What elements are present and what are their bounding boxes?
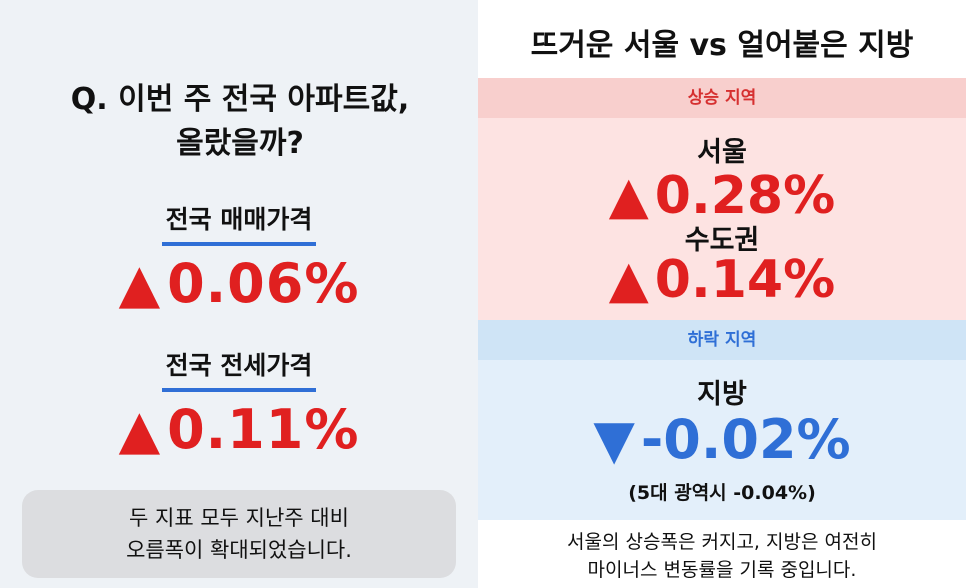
sale-price-label: 전국 매매가격 (0, 200, 478, 246)
up-arrow-icon: ▲ (608, 250, 649, 310)
footer-line-2: 마이너스 변동률을 기록 중입니다. (587, 559, 857, 581)
seoul-number: 0.28% (654, 166, 836, 226)
falling-regions-section: 하락 지역 지방 ▼ -0.02% (5대 광역시 -0.04%) (478, 320, 966, 520)
footer-note: 서울의 상승폭은 커지고, 지방은 여전히 마이너스 변동률을 기록 중입니다. (478, 528, 966, 584)
down-arrow-icon: ▼ (593, 408, 635, 471)
provinces-value: ▼ -0.02% (478, 408, 966, 471)
falling-regions-header: 하락 지역 (478, 320, 966, 360)
seoul-value: ▲ 0.28% (478, 166, 966, 226)
metro-cities-note: (5대 광역시 -0.04%) (628, 482, 816, 504)
capital-area-label: 수도권 (684, 225, 760, 256)
sale-price-number: 0.06% (167, 252, 360, 315)
up-arrow-icon: ▲ (118, 252, 162, 315)
up-arrow-icon: ▲ (118, 398, 162, 461)
seoul-label: 서울 (697, 137, 747, 168)
national-price-panel: Q. 이번 주 전국 아파트값, 올랐을까? 전국 매매가격 ▲ 0.06% 전국… (0, 0, 478, 588)
jeonse-price-value: ▲ 0.11% (0, 398, 478, 461)
rising-regions-section: 상승 지역 서울 ▲ 0.28% 수도권 ▲ 0.14% (478, 78, 966, 320)
up-arrow-icon: ▲ (608, 166, 649, 226)
summary-line-2: 오름폭이 확대되었습니다. (126, 538, 352, 562)
capital-area-number: 0.14% (654, 250, 836, 310)
provinces-number: -0.02% (640, 408, 851, 471)
footer-line-1: 서울의 상승폭은 커지고, 지방은 여전히 (567, 531, 877, 553)
question-line-2: 올랐을까? (176, 126, 304, 161)
rising-regions-header: 상승 지역 (478, 78, 966, 118)
question-line-1: Q. 이번 주 전국 아파트값, (70, 82, 410, 117)
provinces-label: 지방 (697, 379, 747, 410)
regional-comparison-panel: 뜨거운 서울 vs 얼어붙은 지방 상승 지역 서울 ▲ 0.28% 수도권 ▲ 0… (478, 0, 966, 588)
question-heading: Q. 이번 주 전국 아파트값, 올랐을까? (30, 78, 450, 166)
sale-price-label-text: 전국 매매가격 (161, 200, 317, 246)
jeonse-price-label-text: 전국 전세가격 (161, 346, 317, 392)
sale-price-value: ▲ 0.06% (0, 252, 478, 315)
summary-box: 두 지표 모두 지난주 대비 오름폭이 확대되었습니다. (22, 490, 456, 578)
comparison-title: 뜨거운 서울 vs 얼어붙은 지방 (530, 28, 914, 63)
capital-area-value: ▲ 0.14% (478, 250, 966, 310)
jeonse-price-number: 0.11% (167, 398, 360, 461)
jeonse-price-label: 전국 전세가격 (0, 346, 478, 392)
summary-line-1: 두 지표 모두 지난주 대비 (129, 506, 349, 530)
